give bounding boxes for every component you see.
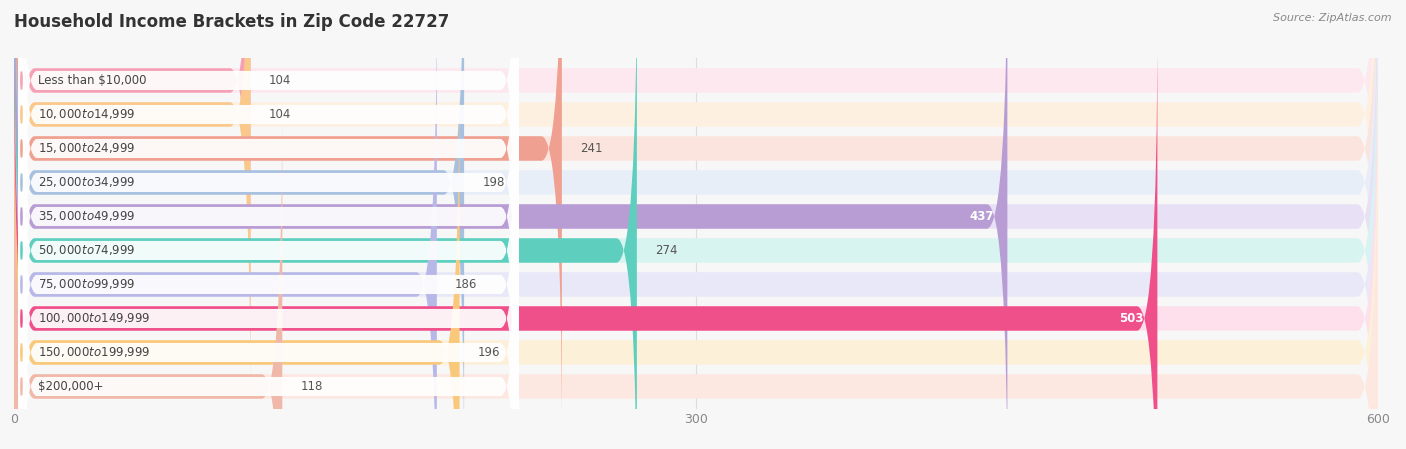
FancyBboxPatch shape [14,0,1378,449]
FancyBboxPatch shape [14,25,1157,449]
FancyBboxPatch shape [14,0,637,449]
FancyBboxPatch shape [18,90,519,449]
FancyBboxPatch shape [18,22,519,449]
Text: Less than $10,000: Less than $10,000 [38,74,146,87]
FancyBboxPatch shape [14,92,1378,449]
Text: $200,000+: $200,000+ [38,380,104,393]
FancyBboxPatch shape [14,92,283,449]
Text: 196: 196 [478,346,501,359]
FancyBboxPatch shape [18,0,519,377]
FancyBboxPatch shape [18,0,519,449]
FancyBboxPatch shape [14,59,460,449]
Text: $50,000 to $74,999: $50,000 to $74,999 [38,243,135,257]
Text: 186: 186 [456,278,478,291]
FancyBboxPatch shape [14,0,1378,449]
FancyBboxPatch shape [14,0,1378,408]
FancyBboxPatch shape [14,0,250,408]
Text: 104: 104 [269,74,291,87]
Text: 274: 274 [655,244,678,257]
Text: 241: 241 [581,142,603,155]
FancyBboxPatch shape [14,0,562,442]
FancyBboxPatch shape [14,0,1378,449]
FancyBboxPatch shape [18,124,519,449]
Text: Source: ZipAtlas.com: Source: ZipAtlas.com [1274,13,1392,23]
FancyBboxPatch shape [14,0,1378,374]
FancyBboxPatch shape [18,0,519,445]
Text: 503: 503 [1119,312,1143,325]
FancyBboxPatch shape [14,25,1378,449]
FancyBboxPatch shape [14,0,1378,442]
Text: $75,000 to $99,999: $75,000 to $99,999 [38,277,135,291]
FancyBboxPatch shape [14,0,250,374]
FancyBboxPatch shape [14,59,1378,449]
Text: $15,000 to $24,999: $15,000 to $24,999 [38,141,135,155]
FancyBboxPatch shape [18,0,519,343]
Text: 437: 437 [969,210,994,223]
Text: 118: 118 [301,380,323,393]
FancyBboxPatch shape [18,0,519,449]
FancyBboxPatch shape [14,0,464,449]
Text: $10,000 to $14,999: $10,000 to $14,999 [38,107,135,122]
Text: 198: 198 [482,176,505,189]
FancyBboxPatch shape [14,0,1007,449]
FancyBboxPatch shape [18,0,519,411]
Text: $100,000 to $149,999: $100,000 to $149,999 [38,312,150,326]
Text: $25,000 to $34,999: $25,000 to $34,999 [38,176,135,189]
FancyBboxPatch shape [18,56,519,449]
FancyBboxPatch shape [14,0,437,449]
FancyBboxPatch shape [14,0,1378,449]
Text: 104: 104 [269,108,291,121]
Text: $35,000 to $49,999: $35,000 to $49,999 [38,210,135,224]
Text: Household Income Brackets in Zip Code 22727: Household Income Brackets in Zip Code 22… [14,13,450,31]
Text: $150,000 to $199,999: $150,000 to $199,999 [38,345,150,360]
